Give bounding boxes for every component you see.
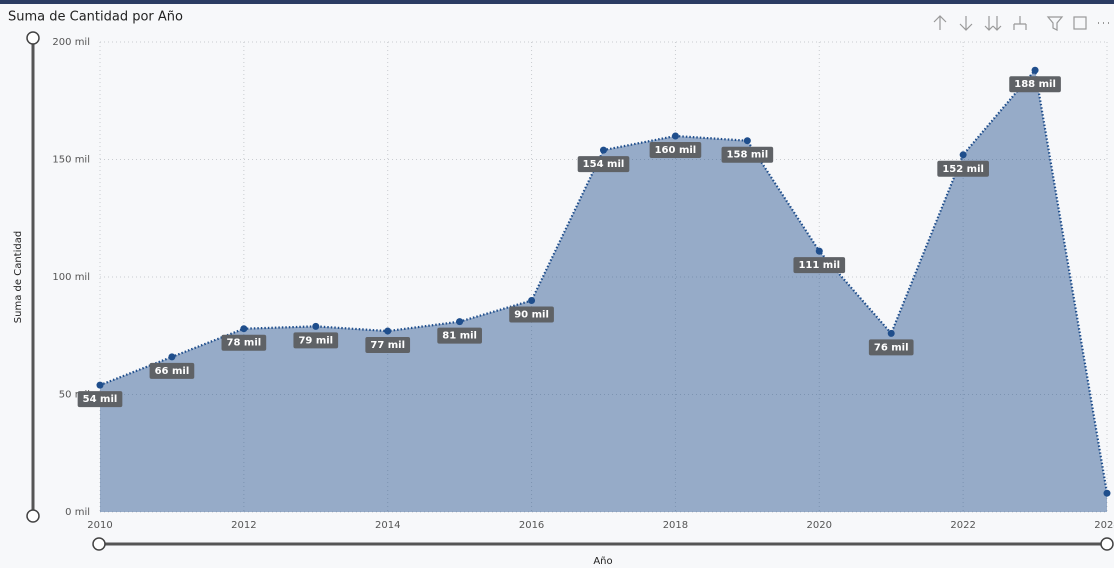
point bbox=[96, 381, 104, 389]
point bbox=[959, 151, 967, 159]
point bbox=[456, 318, 464, 326]
x-tick-label: 2014 bbox=[375, 520, 400, 531]
data-label-text: 77 mil bbox=[370, 340, 405, 351]
data-label-box bbox=[365, 337, 411, 354]
y-slider-handle[interactable] bbox=[26, 509, 40, 523]
data-label-text: 160 mil bbox=[655, 145, 697, 156]
x-tick-label: 2012 bbox=[231, 520, 256, 531]
y-slider[interactable] bbox=[26, 31, 40, 523]
x-tick-label: 2022 bbox=[950, 520, 975, 531]
data-label-box bbox=[937, 160, 989, 177]
data-label-box bbox=[149, 362, 195, 379]
data-label: 188 mil bbox=[1009, 76, 1061, 93]
point bbox=[384, 327, 392, 335]
y-slider-handle[interactable] bbox=[26, 31, 40, 45]
data-label-text: 78 mil bbox=[227, 338, 262, 349]
data-label-text: 76 mil bbox=[874, 342, 909, 353]
data-label-text: 79 mil bbox=[298, 335, 333, 346]
point bbox=[671, 132, 679, 140]
data-label-box bbox=[649, 142, 702, 158]
data-label-box bbox=[221, 334, 267, 351]
x-slider[interactable] bbox=[92, 537, 1114, 551]
data-label-text: 66 mil bbox=[155, 366, 190, 377]
y-tick-label: 150 mil bbox=[52, 155, 90, 166]
y-tick-label: 100 mil bbox=[52, 272, 90, 283]
x-tick-label: 2020 bbox=[807, 520, 832, 531]
data-label-text: 54 mil bbox=[83, 394, 118, 405]
data-label: 66 mil bbox=[149, 362, 195, 379]
data-label-text: 90 mil bbox=[514, 310, 549, 321]
point bbox=[743, 137, 751, 145]
data-label-text: 81 mil bbox=[442, 331, 477, 342]
x-tick-label: 2016 bbox=[519, 520, 544, 531]
data-label-box bbox=[1009, 76, 1061, 93]
point bbox=[240, 325, 248, 333]
data-label: 158 mil bbox=[721, 146, 774, 163]
data-label-box bbox=[437, 327, 482, 344]
data-label-text: 154 mil bbox=[583, 159, 625, 170]
data-label-box bbox=[868, 339, 914, 356]
y-axis-title: Suma de Cantidad bbox=[13, 231, 24, 323]
data-label: 111 mil bbox=[793, 257, 846, 274]
toolbar bbox=[933, 15, 1109, 31]
data-label-box bbox=[509, 306, 554, 323]
data-label: 90 mil bbox=[509, 306, 554, 323]
data-label: 76 mil bbox=[868, 339, 914, 356]
data-label-text: 152 mil bbox=[942, 164, 984, 175]
hierarchy-icon[interactable] bbox=[1013, 16, 1027, 30]
data-label-box bbox=[577, 156, 630, 173]
point bbox=[1103, 489, 1111, 497]
data-label: 81 mil bbox=[437, 327, 482, 344]
point bbox=[528, 297, 536, 304]
y-tick-label: 50 mil bbox=[59, 390, 90, 401]
data-label-text: 158 mil bbox=[727, 150, 769, 161]
point bbox=[600, 146, 607, 154]
x-tick-label: 2018 bbox=[663, 520, 688, 531]
point bbox=[815, 247, 823, 255]
drill-up-icon[interactable] bbox=[933, 15, 947, 30]
area bbox=[100, 70, 1107, 512]
y-tick-label: 0 mil bbox=[65, 507, 90, 518]
chart-title: Suma de Cantidad por Año bbox=[8, 10, 183, 25]
point bbox=[312, 322, 320, 330]
point bbox=[168, 353, 176, 361]
expand-all-icon[interactable] bbox=[984, 16, 1002, 31]
x-axis-title: Año bbox=[593, 556, 612, 567]
data-label: 160 mil bbox=[649, 142, 702, 158]
x-tick-label: 2024 bbox=[1094, 520, 1114, 531]
focus-icon[interactable] bbox=[1073, 16, 1087, 30]
data-label: 154 mil bbox=[577, 156, 630, 173]
data-label: 79 mil bbox=[293, 332, 339, 349]
x-slider-handle[interactable] bbox=[92, 537, 106, 551]
x-tick-label: 2010 bbox=[87, 520, 112, 531]
x-slider-handle[interactable] bbox=[1100, 537, 1114, 551]
data-label-box bbox=[77, 391, 123, 408]
data-label-box bbox=[721, 146, 774, 163]
data-label-box bbox=[793, 257, 846, 274]
data-label: 78 mil bbox=[221, 334, 267, 351]
data-label-text: 111 mil bbox=[798, 260, 840, 271]
top-border bbox=[0, 0, 1114, 4]
data-label: 54 mil bbox=[77, 391, 123, 408]
point bbox=[1031, 66, 1039, 74]
data-label-text: 188 mil bbox=[1014, 79, 1056, 90]
drill-down-icon[interactable] bbox=[959, 16, 973, 31]
data-label-box bbox=[293, 332, 339, 349]
data-label: 152 mil bbox=[937, 160, 989, 177]
y-tick-label: 200 mil bbox=[52, 37, 90, 48]
filter-icon[interactable] bbox=[1046, 16, 1064, 31]
data-label: 77 mil bbox=[365, 337, 411, 354]
point bbox=[887, 329, 895, 337]
